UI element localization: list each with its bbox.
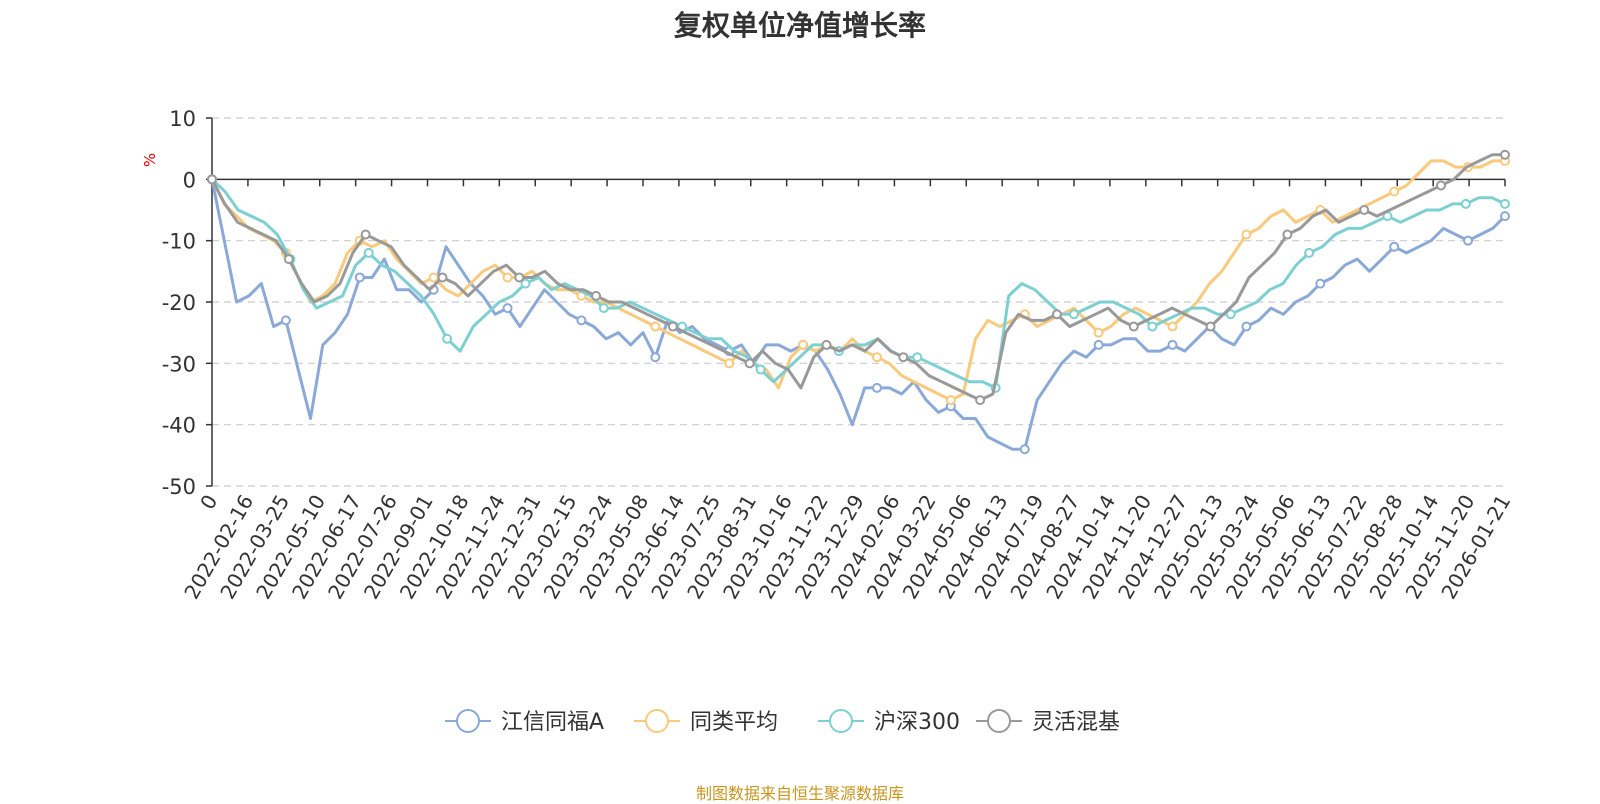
legend-label: 沪深300 bbox=[874, 710, 960, 735]
data-point bbox=[428, 272, 439, 283]
data-point bbox=[1241, 229, 1252, 240]
data-point bbox=[1460, 198, 1471, 209]
data-point bbox=[1147, 321, 1158, 332]
gridlines bbox=[212, 117, 1505, 487]
data-point bbox=[667, 321, 678, 332]
data-point bbox=[898, 352, 909, 363]
y-tick-label: -30 bbox=[162, 352, 196, 376]
data-point bbox=[1069, 309, 1079, 320]
data-point bbox=[1389, 241, 1400, 252]
data-point bbox=[354, 272, 365, 283]
data-point bbox=[283, 254, 294, 265]
data-point bbox=[1167, 339, 1178, 350]
legend-marker bbox=[829, 709, 853, 733]
data-point bbox=[576, 315, 587, 326]
legend-marker bbox=[645, 709, 669, 733]
data-point bbox=[1500, 149, 1510, 160]
data-point bbox=[1225, 309, 1236, 320]
data-point bbox=[1282, 229, 1293, 240]
y-tick-label: -50 bbox=[162, 475, 196, 499]
data-point bbox=[514, 272, 525, 283]
x-tick-label: 0 bbox=[195, 491, 222, 514]
data-point bbox=[591, 290, 602, 301]
data-point bbox=[1359, 205, 1370, 215]
data-point bbox=[912, 352, 923, 363]
data-point bbox=[945, 395, 956, 406]
y-tick-label: -40 bbox=[162, 414, 196, 438]
legend-label: 灵活混基 bbox=[1032, 710, 1120, 735]
data-point bbox=[1128, 321, 1139, 332]
data-point bbox=[207, 174, 217, 185]
data-point bbox=[1463, 235, 1474, 246]
data-point bbox=[871, 382, 882, 393]
y-tick-label: 0 bbox=[183, 168, 196, 192]
data-point bbox=[280, 315, 291, 326]
legend-label: 江信同福A bbox=[501, 710, 604, 735]
data-point bbox=[1167, 321, 1178, 332]
legend-marker bbox=[456, 709, 480, 733]
source-note: 制图数据来自恒生聚源数据库 bbox=[695, 784, 904, 803]
y-tick-label: -20 bbox=[162, 291, 196, 315]
legend-marker bbox=[987, 709, 1011, 733]
data-point bbox=[1315, 278, 1326, 289]
data-point bbox=[1435, 180, 1446, 191]
legend-label: 同类平均 bbox=[690, 710, 778, 735]
data-point bbox=[1093, 327, 1104, 338]
data-point bbox=[360, 229, 371, 240]
data-point bbox=[821, 339, 832, 350]
chart-title: 复权单位净值增长率 bbox=[673, 9, 926, 42]
data-point bbox=[1500, 211, 1510, 222]
series-line-0 bbox=[210, 179, 1507, 451]
data-point bbox=[1093, 339, 1104, 350]
series-line-2 bbox=[210, 178, 1506, 390]
legend: 江信同福A 同类平均 沪深300 灵活混基 bbox=[445, 709, 1120, 735]
data-point bbox=[724, 358, 735, 369]
data-point bbox=[650, 352, 661, 363]
data-point bbox=[755, 364, 766, 375]
data-point bbox=[363, 247, 374, 258]
data-point bbox=[1051, 309, 1062, 320]
y-tick-label: 10 bbox=[169, 107, 196, 131]
series-lines bbox=[207, 149, 1510, 455]
data-point bbox=[442, 333, 453, 344]
data-point bbox=[650, 321, 661, 332]
data-point bbox=[502, 303, 513, 314]
data-point bbox=[798, 339, 809, 350]
data-point bbox=[744, 358, 755, 369]
data-point bbox=[1389, 186, 1400, 197]
data-point bbox=[598, 303, 609, 314]
data-point bbox=[1304, 247, 1315, 258]
y-tick-label: -10 bbox=[162, 230, 196, 254]
axes: 100-10-20-30-40-50%02022-02-162022-03-25… bbox=[141, 107, 1515, 603]
data-point bbox=[437, 272, 448, 283]
data-point bbox=[975, 395, 986, 406]
data-point bbox=[1019, 444, 1030, 455]
data-point bbox=[520, 278, 531, 289]
data-point bbox=[871, 352, 882, 363]
data-point bbox=[502, 272, 513, 283]
data-point bbox=[1205, 321, 1216, 332]
y-axis-label: % bbox=[141, 153, 159, 167]
data-point bbox=[1241, 321, 1252, 332]
data-point bbox=[1500, 198, 1510, 209]
